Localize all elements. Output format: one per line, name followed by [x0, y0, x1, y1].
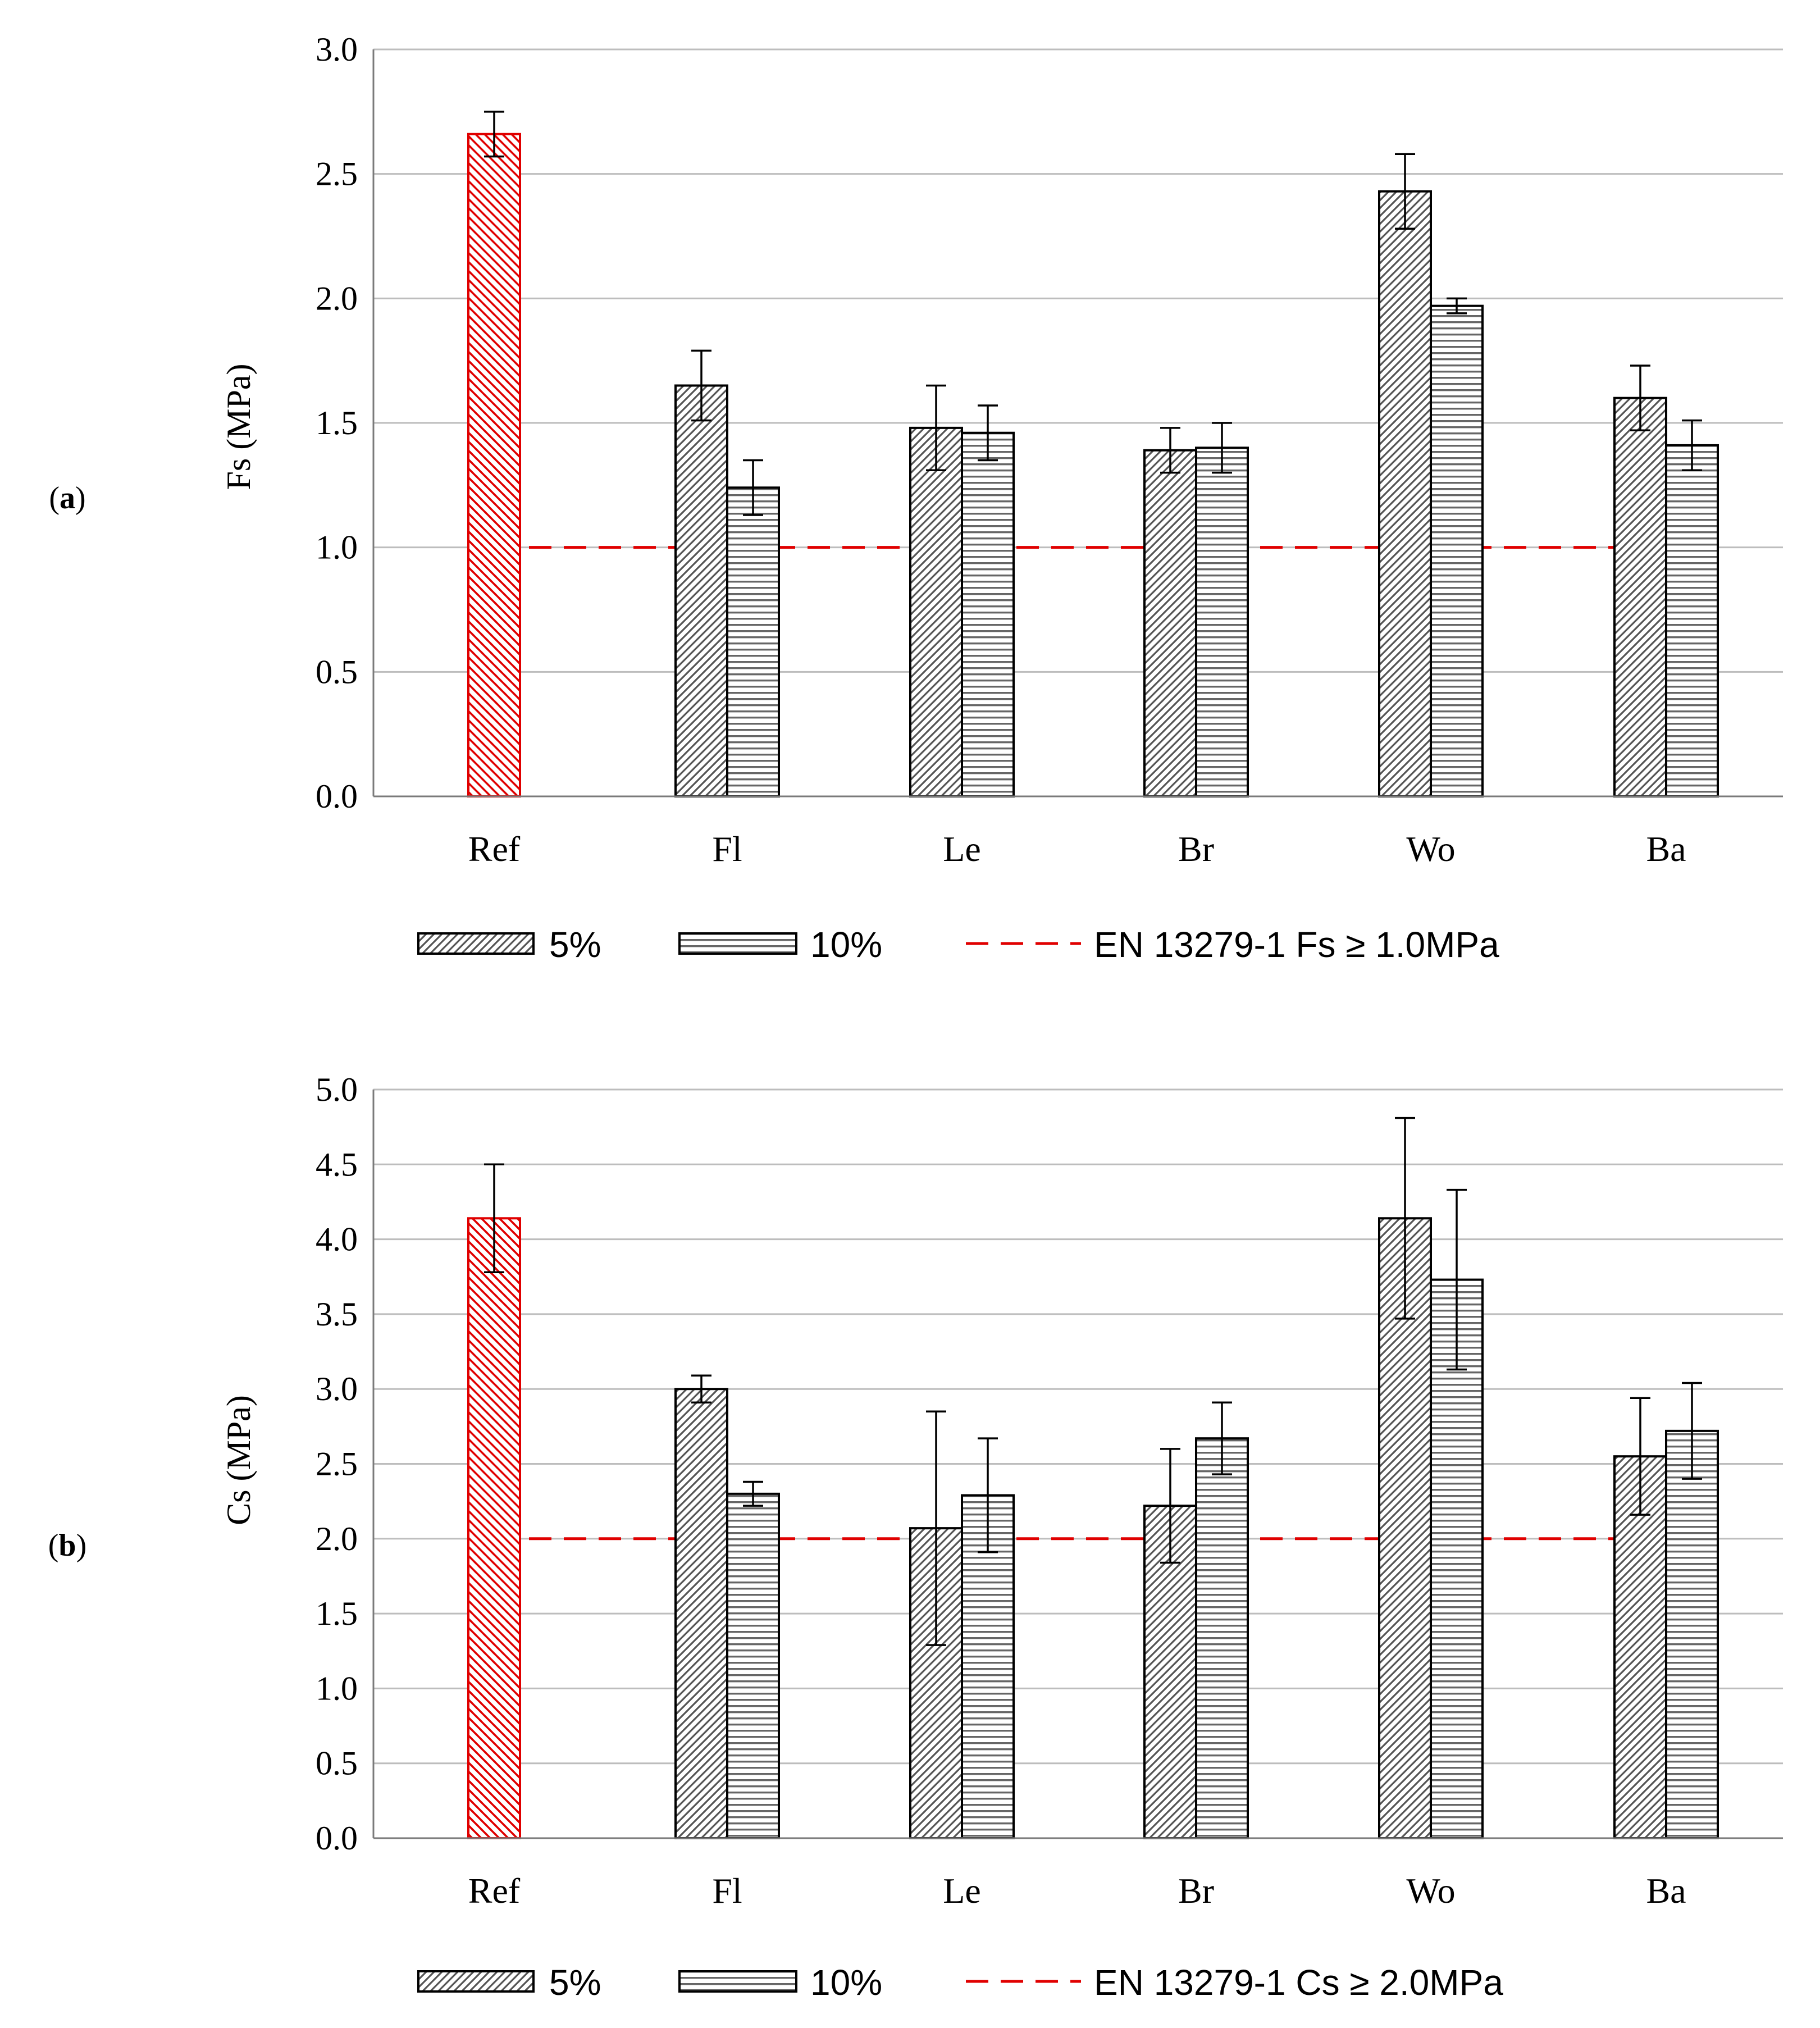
y-tick-label: 0.5	[316, 653, 358, 690]
panel-a-axes	[372, 49, 1783, 797]
panel-b-label-open: (	[48, 1528, 59, 1563]
y-tick-label: 3.0	[316, 31, 358, 68]
bar-10pct-le	[961, 431, 1015, 797]
x-tick-label: Ba	[1646, 1871, 1686, 1911]
legend-label-threshold: EN 13279-1 Fs ≥ 1.0MPa	[1094, 924, 1499, 965]
y-tick-label: 0.0	[316, 778, 358, 815]
bar-10pct-ba	[1665, 444, 1719, 797]
y-tick-label: 0.5	[316, 1745, 358, 1782]
bar-10pct-br	[1195, 446, 1249, 797]
legend-swatch-5pct	[417, 1970, 535, 1993]
y-tick-label: 4.0	[316, 1221, 358, 1258]
panel-b-label-close: )	[76, 1528, 87, 1563]
panel-a-xticks: Ref Fl Le Br Wo Ba	[468, 829, 1686, 869]
panel-a-ylabel: Fs (MPa)	[220, 363, 257, 490]
y-tick-label: 1.5	[316, 1595, 358, 1632]
panel-b-errorbars	[484, 1116, 1702, 1646]
y-tick-label: 2.5	[316, 1446, 358, 1483]
x-tick-label: Ref	[468, 829, 521, 869]
panel-a-label: (a)	[49, 481, 85, 516]
panel-a-grid	[373, 48, 1783, 673]
bar-10pct-fl	[726, 1492, 780, 1840]
panel-b-label-letter: b	[58, 1528, 76, 1563]
panel-b-xticks: Ref Fl Le Br Wo Ba	[468, 1871, 1686, 1911]
bar-ref	[467, 133, 521, 798]
y-tick-label: 0.0	[316, 1820, 358, 1857]
bar-5pct-ba	[1613, 1455, 1667, 1839]
bar-5pct-br	[1143, 449, 1197, 797]
x-tick-label: Le	[943, 1871, 981, 1911]
panel-b-grid	[373, 1088, 1783, 1765]
legend-label-5pct: 5%	[549, 924, 601, 965]
x-tick-label: Fl	[712, 829, 742, 869]
panel-b-label: (b)	[48, 1528, 86, 1563]
panel-b-bars	[467, 1217, 1719, 1840]
legend-swatch-10pct	[678, 932, 797, 955]
x-tick-label: Br	[1178, 829, 1214, 869]
bar-10pct-fl	[726, 486, 780, 797]
panel-b-axes	[372, 1090, 1783, 1839]
bar-10pct-wo	[1430, 1278, 1484, 1840]
panel-a: (a) 0.00.51.01.52.02.53.0 Ref Fl Le Br Wo Ba …	[49, 31, 1783, 965]
panel-a-bars	[467, 133, 1719, 798]
legend-label-5pct: 5%	[549, 1962, 601, 2003]
x-tick-label: Le	[943, 829, 981, 869]
y-tick-label: 1.0	[316, 1670, 358, 1707]
y-tick-label: 1.5	[316, 404, 358, 441]
panel-a-yticks: 0.0 0.5 1.0 1.5 2.0 2.5 3.0	[316, 31, 358, 815]
legend-label-10pct: 10%	[810, 1962, 882, 2003]
y-tick-label: 4.5	[316, 1146, 358, 1183]
x-tick-label: Wo	[1406, 1871, 1455, 1911]
panel-b: (b) 0.0 0.5 1.0 1.5 2.0 2.5 3.0 3.5 4.0 4.5 5.0 Re…	[48, 1071, 1783, 2003]
legend-label-threshold: EN 13279-1 Cs ≥ 2.0MPa	[1094, 1962, 1503, 2003]
y-tick-label: 3.5	[316, 1296, 358, 1333]
bar-5pct-fl	[674, 1388, 728, 1839]
bar-5pct-fl	[674, 384, 728, 797]
x-tick-label: Ba	[1646, 829, 1686, 869]
x-tick-label: Ref	[468, 1871, 521, 1911]
legend-swatch-5pct	[417, 932, 535, 955]
panel-a-errorbars	[484, 111, 1702, 516]
bar-ref	[467, 1217, 521, 1839]
panel-b-yticks: 0.0 0.5 1.0 1.5 2.0 2.5 3.0 3.5 4.0 4.5 5.0	[316, 1071, 358, 1857]
bar-5pct-le	[909, 426, 963, 797]
panel-b-legend: 5% 10% EN 13279-1 Cs ≥ 2.0MPa	[417, 1962, 1503, 2003]
bar-10pct-ba	[1665, 1429, 1719, 1839]
bar-5pct-ba	[1613, 397, 1667, 797]
panel-a-label-close: )	[75, 481, 86, 516]
x-tick-label: Wo	[1406, 829, 1455, 869]
y-tick-label: 3.0	[316, 1370, 358, 1407]
panel-a-label-open: (	[49, 481, 60, 516]
panel-a-label-letter: a	[60, 481, 75, 516]
y-tick-label: 2.0	[316, 280, 358, 317]
legend-swatch-10pct	[678, 1970, 797, 1993]
y-tick-label: 2.5	[316, 156, 358, 193]
bar-10pct-br	[1195, 1437, 1249, 1839]
y-tick-label: 1.0	[316, 529, 358, 566]
y-tick-label: 2.0	[316, 1520, 358, 1557]
bar-10pct-wo	[1430, 304, 1484, 797]
x-tick-label: Fl	[712, 1871, 742, 1911]
legend-label-10pct: 10%	[810, 924, 882, 965]
bar-5pct-wo	[1378, 190, 1432, 798]
panel-a-legend: 5% 10% EN 13279-1 Fs ≥ 1.0MPa	[417, 924, 1499, 965]
panel-b-ylabel: Cs (MPa)	[220, 1395, 257, 1525]
x-tick-label: Br	[1178, 1871, 1214, 1911]
y-tick-label: 5.0	[316, 1071, 358, 1108]
bar-5pct-wo	[1378, 1217, 1432, 1839]
